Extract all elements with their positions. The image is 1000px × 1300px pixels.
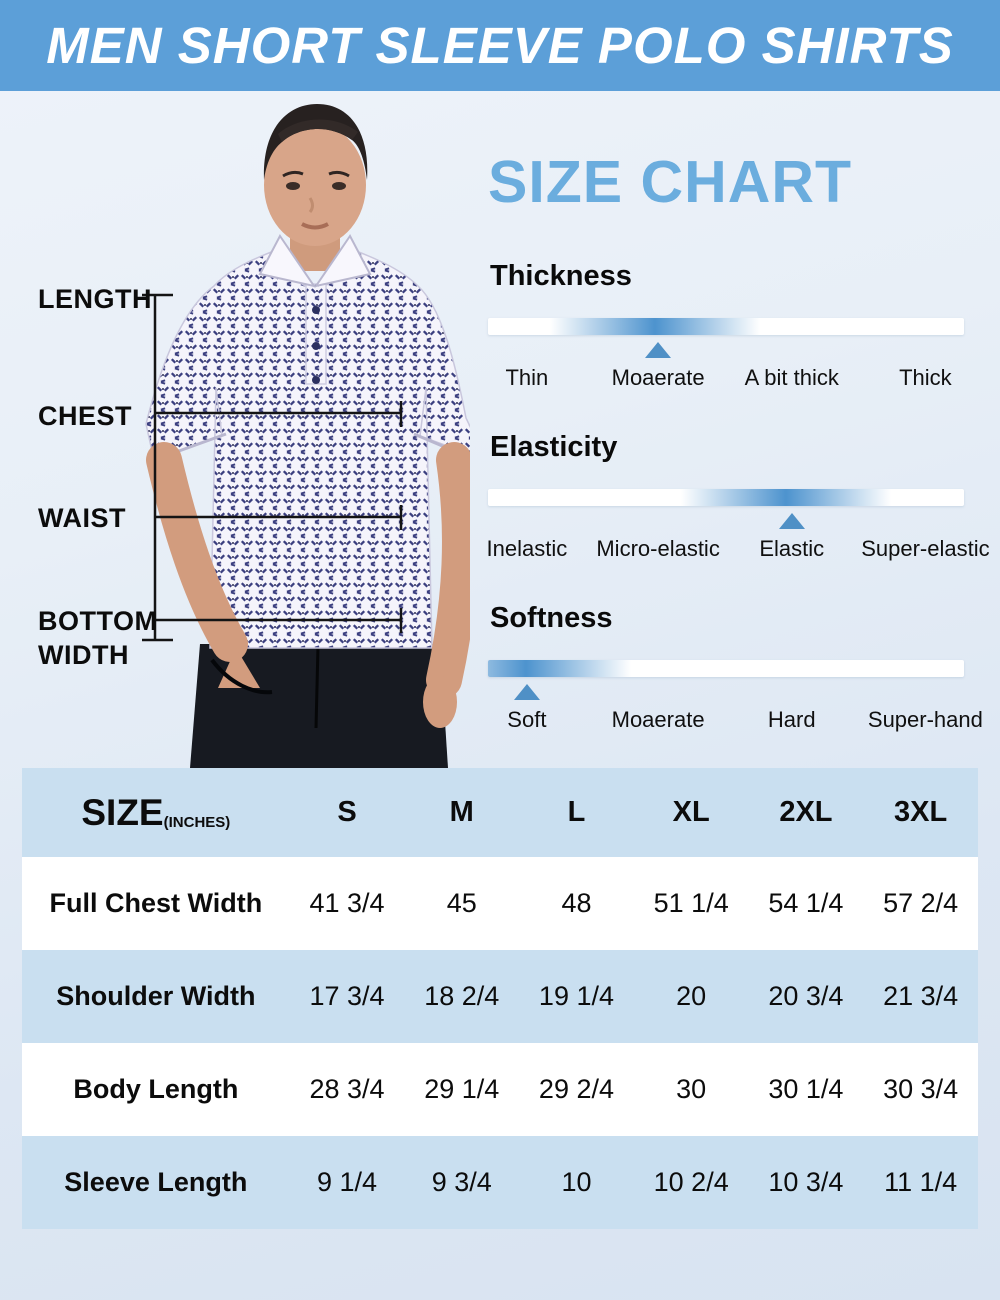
table-cell: 30 3/4 [883, 1074, 959, 1104]
measure-label-chest: CHEST [38, 401, 133, 431]
column-header-2xl: 2XL [779, 796, 833, 828]
thickness-heading: Thickness [490, 260, 632, 292]
table-cell: 28 3/4 [309, 1074, 385, 1104]
table-cell: 57 2/4 [883, 888, 959, 918]
column-header-xl: XL [672, 796, 710, 828]
softness-heading: Softness [490, 602, 613, 634]
table-cell: 30 [676, 1074, 707, 1104]
softness-scale: Softness Soft Moaerate Hard Super-hand [488, 602, 983, 733]
page-title: MEN SHORT SLEEVE POLO SHIRTS [46, 17, 954, 74]
row-label: Body Length [73, 1074, 239, 1104]
elasticity-bar [488, 489, 964, 506]
table-cell: 18 2/4 [424, 981, 500, 1011]
table-cell: 10 2/4 [653, 1167, 729, 1197]
model-head [263, 104, 368, 246]
thickness-option: Thin [505, 365, 549, 390]
thickness-option: Thick [899, 365, 952, 390]
model-illustration [145, 104, 488, 768]
table-cell: 48 [561, 888, 592, 918]
table-cell: 19 1/4 [538, 981, 614, 1011]
size-table: SIZE(INCHES) S M L XL 2XL 3XL Full Chest… [22, 768, 978, 1229]
header-banner: MEN SHORT SLEEVE POLO SHIRTS [0, 0, 1000, 91]
softness-highlight [488, 660, 632, 677]
elasticity-option: Elastic [759, 536, 825, 561]
thickness-option: A bit thick [744, 365, 839, 390]
table-cell: 21 3/4 [883, 981, 959, 1011]
size-unit-note: (INCHES) [163, 813, 231, 831]
table-cell: 29 2/4 [538, 1074, 614, 1104]
table-header-row: SIZE(INCHES) S M L XL 2XL 3XL [22, 768, 978, 857]
marker-triangle-icon [513, 684, 540, 700]
table-cell: 29 1/4 [424, 1074, 500, 1104]
model-arms [146, 442, 478, 728]
softness-option: Hard [767, 707, 816, 732]
table-cell: 10 [561, 1167, 592, 1197]
thickness-option: Moaerate [611, 365, 705, 390]
table-row: Shoulder Width 17 3/4 18 2/4 19 1/4 20 2… [22, 950, 978, 1043]
elasticity-option: Micro-elastic [596, 536, 720, 561]
softness-option: Soft [507, 707, 547, 732]
table-cell: 10 3/4 [768, 1167, 844, 1197]
model-photo [30, 88, 488, 768]
table-row: Sleeve Length 9 1/4 9 3/4 10 10 2/4 10 3… [22, 1136, 978, 1229]
softness-option: Moaerate [611, 707, 705, 732]
marker-triangle-icon [778, 513, 805, 529]
table-cell: 20 [676, 981, 707, 1011]
softness-bar [488, 660, 964, 677]
table-cell: 9 1/4 [317, 1167, 378, 1197]
table-cell: 41 3/4 [309, 888, 385, 918]
column-header-m: M [449, 796, 474, 828]
table-cell: 51 1/4 [653, 888, 729, 918]
column-header-3xl: 3XL [894, 796, 948, 828]
table-row: Body Length 28 3/4 29 1/4 29 2/4 30 30 1… [22, 1043, 978, 1136]
model-pants [190, 644, 448, 768]
size-word: SIZE [81, 791, 164, 833]
table-cell: 45 [446, 888, 477, 918]
row-label: Shoulder Width [56, 981, 256, 1011]
elasticity-option: Inelastic [486, 536, 568, 561]
table-row: Full Chest Width 41 3/4 45 48 51 1/4 54 … [22, 857, 978, 950]
table-cell: 30 1/4 [768, 1074, 844, 1104]
table-cell: 54 1/4 [768, 888, 844, 918]
table-cell: 20 3/4 [768, 981, 844, 1011]
thickness-bar [488, 318, 964, 335]
column-header-s: S [337, 796, 357, 828]
row-label: Sleeve Length [64, 1167, 248, 1197]
row-label: Full Chest Width [49, 888, 263, 918]
measure-label-length: LENGTH [38, 284, 152, 314]
thickness-scale: Thickness Thin Moaerate A bit thick Thic… [488, 260, 974, 391]
table-header-size: SIZE(INCHES) [22, 768, 290, 857]
model-polo-shirt [145, 234, 488, 649]
elasticity-scale: Elasticity Inelastic Micro-elastic Elast… [486, 431, 990, 562]
marker-triangle-icon [645, 342, 672, 358]
measure-label-waist: WAIST [38, 503, 126, 533]
table-cell: 9 3/4 [431, 1167, 492, 1197]
table-cell: 11 1/4 [884, 1167, 958, 1197]
column-header-l: L [567, 796, 586, 828]
size-chart-title: SIZE CHART [488, 149, 852, 215]
measure-label-bottom-width: BOTTOM WIDTH [38, 606, 158, 670]
elasticity-option: Super-elastic [861, 536, 990, 561]
table-cell: 17 3/4 [309, 981, 385, 1011]
size-chart-panel: SIZE CHART Thickness Thin Moaerate A bit… [486, 148, 990, 773]
elasticity-highlight [680, 489, 891, 506]
elasticity-heading: Elasticity [490, 431, 618, 463]
softness-option: Super-hand [867, 707, 983, 732]
thickness-highlight [549, 318, 760, 335]
